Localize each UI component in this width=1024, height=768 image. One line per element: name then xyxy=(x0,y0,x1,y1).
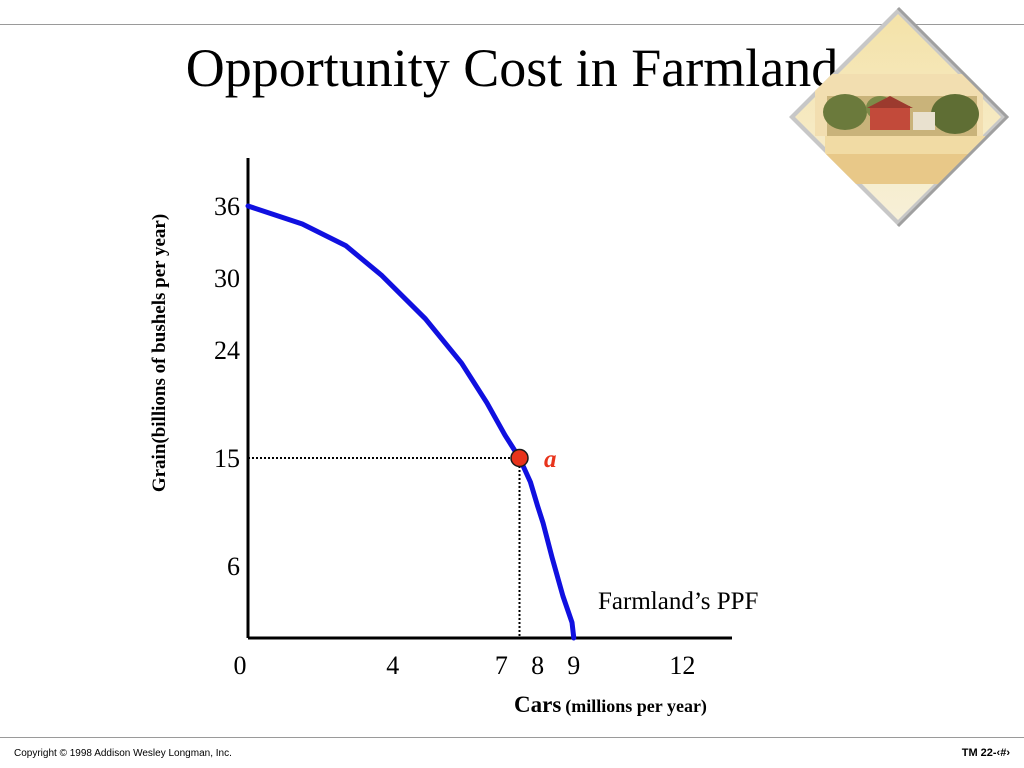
copyright-notice: Copyright © 1998 Addison Wesley Longman,… xyxy=(14,748,232,759)
y-tick-label: 30 xyxy=(214,264,240,293)
y-tick-labels: 36 30 24 15 6 xyxy=(214,192,240,581)
x-tick-labels: 0 4 7 8 9 12 xyxy=(234,651,696,680)
x-tick-label: 12 xyxy=(669,651,695,680)
farm-picture-decoration xyxy=(789,6,1010,228)
x-tick-label: 8 xyxy=(531,651,544,680)
guide-lines xyxy=(248,457,521,638)
x-tick-label: 0 xyxy=(234,651,247,680)
x-tick-label: 9 xyxy=(567,651,580,680)
x-axis-label: Cars (millions per year) xyxy=(514,692,707,718)
y-axis-label: Grain(billions of bushels per year) xyxy=(149,213,170,493)
points xyxy=(510,448,529,468)
slide-title: Opportunity Cost in Farmland xyxy=(185,38,839,98)
y-tick-label: 15 xyxy=(214,444,240,473)
ppf-curve xyxy=(245,203,577,641)
ppf-series-label: Farmland’s PPF xyxy=(598,588,759,615)
x-axis-label-main: Cars xyxy=(514,692,562,717)
point-a xyxy=(510,448,529,468)
x-tick-label: 4 xyxy=(386,651,399,680)
y-tick-label: 36 xyxy=(214,192,240,221)
y-tick-label: 24 xyxy=(214,336,240,365)
slide-number: TM 22-‹#› xyxy=(961,747,1010,759)
top-rule xyxy=(0,24,1024,25)
point-a-label: a xyxy=(544,446,557,473)
x-axis-label-unit: (millions per year) xyxy=(565,696,707,716)
x-tick-label: 7 xyxy=(495,651,508,680)
y-tick-label: 6 xyxy=(227,552,240,581)
bottom-rule xyxy=(0,737,1024,738)
